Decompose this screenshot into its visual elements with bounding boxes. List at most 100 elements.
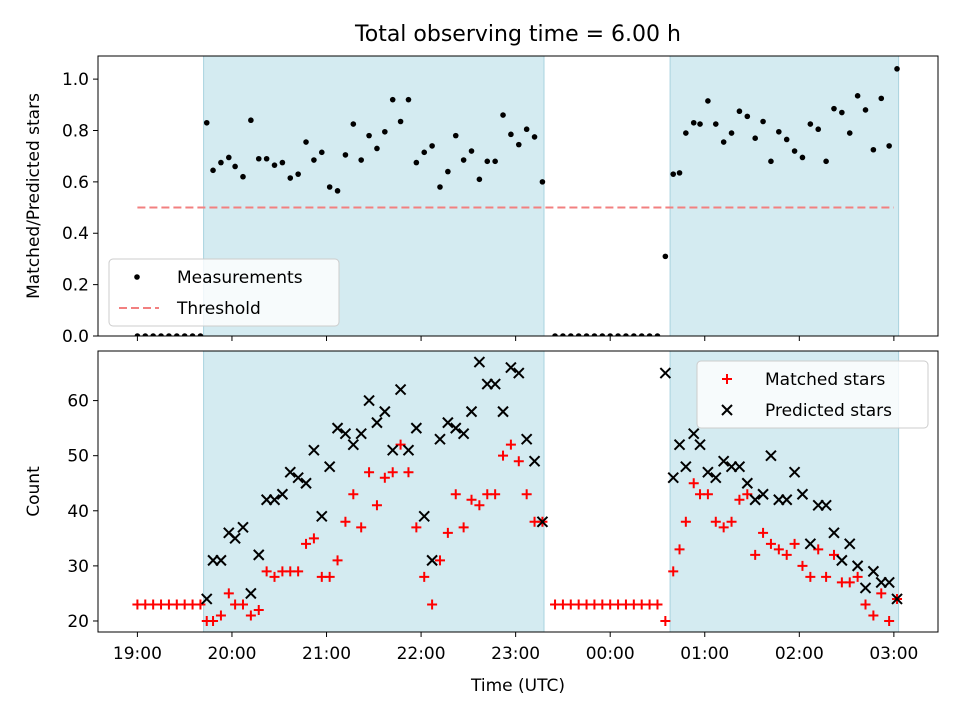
data-point: [720, 139, 727, 145]
data-point: [884, 615, 895, 626]
data-point: [292, 472, 304, 484]
bottom-axes-frame: [97, 350, 939, 633]
data-point: [323, 460, 336, 473]
data-point: [201, 593, 213, 605]
data-point: [150, 333, 156, 336]
legend-marker: [721, 404, 733, 416]
x-tick-label: 21:00: [302, 644, 351, 664]
data-point: [844, 577, 855, 588]
legend-label: Threshold: [176, 299, 261, 319]
data-point: [710, 516, 721, 527]
data-point: [484, 158, 491, 165]
data-point: [836, 554, 848, 567]
data-point: [667, 472, 679, 484]
bottom-legend: Matched stars Predicted stars: [696, 360, 929, 429]
y-tick-label: 60: [67, 392, 89, 412]
x-tick-label: 22:00: [397, 644, 446, 664]
data-point: [820, 499, 832, 511]
data-point: [181, 333, 188, 336]
data-point: [295, 171, 301, 177]
y-tick-label: 0.6: [62, 173, 89, 193]
data-point: [245, 610, 256, 621]
data-point: [426, 554, 438, 567]
data-point: [734, 494, 745, 505]
data-point: [397, 118, 404, 125]
data-point: [332, 555, 343, 566]
data-point: [269, 571, 280, 582]
data-point: [340, 516, 351, 527]
data-point: [458, 522, 469, 533]
data-point: [468, 148, 475, 154]
data-point: [218, 159, 224, 166]
data-point: [726, 516, 737, 527]
data-point: [203, 119, 210, 126]
data-point: [652, 599, 663, 610]
data-point: [287, 175, 294, 181]
data-point: [883, 576, 895, 589]
data-point: [418, 510, 430, 523]
data-point: [876, 588, 887, 599]
data-point: [387, 467, 398, 478]
data-point: [237, 599, 248, 610]
data-point: [780, 494, 793, 506]
data-point: [539, 179, 546, 185]
data-point: [552, 333, 558, 336]
data-point: [271, 162, 278, 168]
data-point: [804, 538, 817, 550]
data-point: [567, 333, 574, 336]
data-point: [442, 416, 454, 429]
data-point: [215, 554, 227, 567]
top-y-axis-label: Matched/Predicted stars: [24, 93, 44, 299]
x-tick-label: 02:00: [775, 644, 824, 664]
data-point: [442, 527, 453, 538]
data-point: [854, 93, 861, 99]
data-point: [560, 333, 566, 336]
data-point: [718, 522, 729, 533]
data-point: [523, 126, 530, 133]
data-point: [783, 136, 790, 143]
data-point: [891, 593, 903, 605]
data-point: [776, 128, 782, 135]
data-point: [862, 107, 869, 113]
data-point: [868, 610, 879, 621]
y-tick-label: 0.2: [62, 276, 89, 296]
y-tick-label: 40: [67, 502, 89, 522]
data-point: [717, 455, 730, 467]
data-point: [379, 472, 390, 483]
top-panel-ratio: 0.0 0.2 0.4 0.6 0.8 1.0 Matched/Predicted star…: [24, 55, 939, 347]
data-point: [248, 117, 254, 124]
data-point: [318, 149, 325, 156]
data-point: [363, 394, 375, 407]
data-point: [712, 121, 719, 127]
top-legend: Measurements Threshold: [108, 258, 340, 327]
data-point: [268, 494, 281, 506]
data-point: [797, 560, 808, 571]
x-axis-label: Time (UTC): [470, 676, 565, 696]
data-point: [521, 489, 532, 500]
data-point: [623, 333, 629, 336]
data-point: [316, 510, 328, 523]
data-point: [659, 367, 672, 379]
data-point: [311, 157, 317, 163]
data-point: [457, 427, 470, 440]
data-point: [474, 500, 485, 511]
data-point: [342, 152, 349, 158]
data-point: [476, 176, 483, 183]
data-point: [389, 96, 396, 103]
data-point: [240, 173, 246, 180]
bottom-panel-counts: 20 30 40 50 60 19:00 20:00 21:00 22:00 23:00 00:00…: [24, 350, 939, 696]
data-point: [284, 466, 296, 478]
y-tick-label: 0.8: [62, 121, 89, 141]
data-point: [749, 494, 761, 506]
legend-marker: [722, 374, 732, 384]
data-point: [371, 416, 383, 429]
data-point: [379, 405, 391, 418]
x-tick-label: 20:00: [207, 644, 256, 664]
data-point: [520, 433, 533, 445]
data-point: [894, 66, 900, 72]
data-point: [405, 96, 412, 103]
data-point: [437, 184, 443, 190]
chart-title: Total observing time = 6.00 h: [354, 22, 681, 47]
data-point: [807, 121, 814, 127]
